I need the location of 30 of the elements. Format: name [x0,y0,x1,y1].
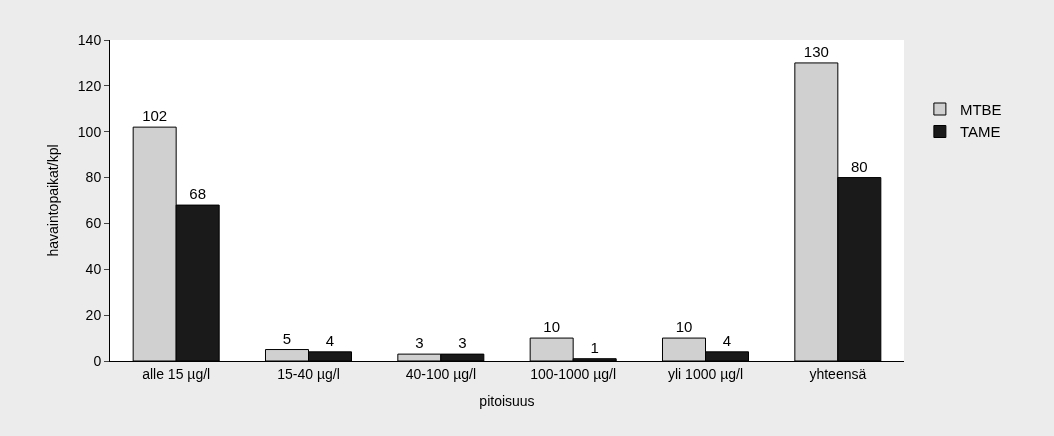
x-tick-label: yli 1000 µg/l [668,365,743,382]
data-label: 10 [675,318,693,336]
data-label: 80 [850,157,868,175]
x-tick-label: 40-100 µg/l [405,365,476,382]
y-tick-label: 100 [77,123,102,140]
data-label: 68 [189,185,207,203]
x-axis-title: pitoisuus [479,393,535,410]
y-tick-label: 0 [93,352,102,369]
legend-label: MTBE [959,100,1002,118]
data-label: 1 [590,338,599,356]
y-tick-label: 120 [77,77,102,94]
data-label: 10 [543,318,561,336]
legend-label: TAME [959,123,1001,141]
y-tick-label: 60 [85,215,102,232]
data-label: 130 [803,42,829,60]
data-label: 3 [415,334,424,352]
y-tick-label: 40 [85,261,102,278]
y-axis-title: havaintopaikat/kpl [45,144,62,257]
y-tick-label: 80 [85,169,102,186]
data-label: 4 [325,331,335,349]
data-label: 3 [458,334,467,352]
y-tick-label: 140 [77,31,102,48]
data-label: 4 [722,331,732,349]
x-tick-label: 15-40 µg/l [277,365,340,382]
x-tick-label: yhteensä [809,365,867,382]
y-tick-label: 20 [85,307,102,324]
x-tick-label: 100-1000 µg/l [530,365,617,382]
data-label: 5 [282,329,292,347]
data-label: 102 [142,107,168,125]
x-tick-label: alle 15 µg/l [142,365,211,382]
